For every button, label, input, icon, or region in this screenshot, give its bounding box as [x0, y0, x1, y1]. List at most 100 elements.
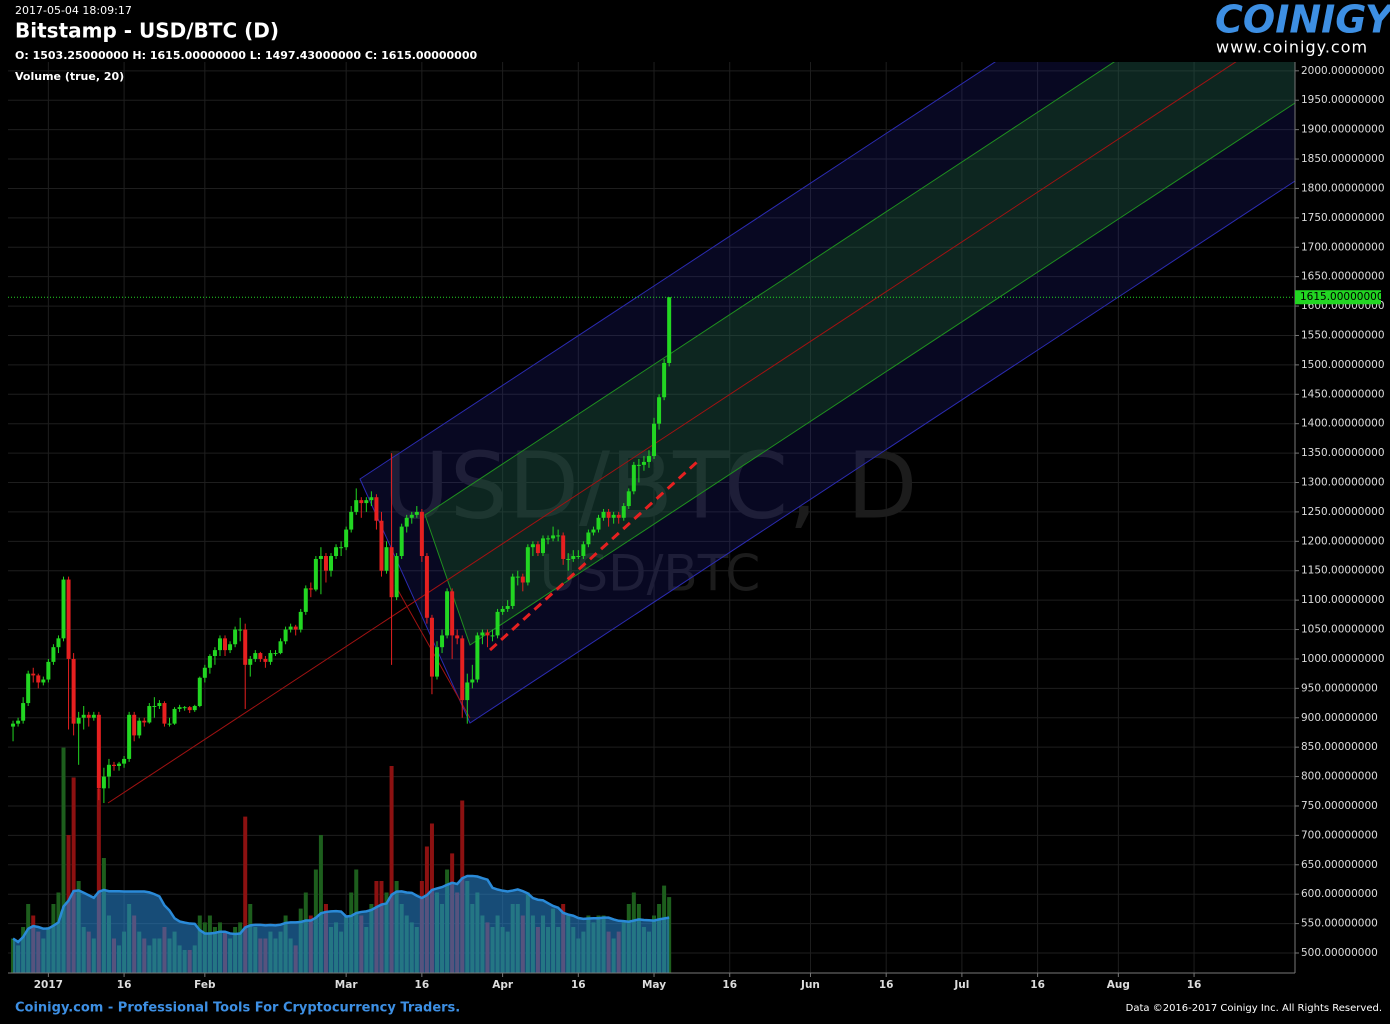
candle-body	[278, 641, 283, 654]
candle-body	[556, 535, 561, 537]
last-price-box	[1295, 290, 1381, 305]
x-tick-label: Aug	[1107, 979, 1130, 991]
candle-body	[475, 635, 480, 680]
candle-body	[626, 491, 631, 507]
candle-body	[591, 529, 596, 533]
candle-body	[374, 497, 379, 521]
volume-ma-area	[13, 875, 670, 973]
volume	[11, 747, 672, 973]
y-tick-label: 650.00000000	[1301, 859, 1378, 871]
logo: COINIGY	[1215, 0, 1390, 42]
candle-body	[172, 708, 177, 724]
candle-body	[369, 497, 374, 501]
candle-body	[308, 588, 313, 590]
candle-body	[339, 547, 344, 549]
title: Bitstamp - USD/BTC (D)	[15, 19, 279, 43]
candle-body	[616, 514, 621, 518]
candle-body	[520, 576, 525, 583]
candle-body	[414, 511, 419, 515]
candle-body	[419, 511, 424, 557]
y-tick-label: 1750.00000000	[1301, 212, 1385, 224]
candle-body	[485, 632, 490, 636]
ohlc: O: 1503.25000000 H: 1615.00000000 L: 149…	[15, 49, 477, 62]
candle-body	[212, 650, 217, 657]
candle-body	[636, 464, 641, 466]
candle-body	[106, 764, 111, 777]
candle-body	[409, 514, 414, 518]
volume-bar	[318, 835, 323, 973]
y-tick-label: 1400.00000000	[1301, 418, 1385, 430]
footer-right: Data ©2016-2017 Coinigy Inc. All Rights …	[1126, 1003, 1382, 1014]
candle-body	[21, 703, 26, 721]
drawings: USD/BTC, D USD/BTC	[107, 62, 1295, 804]
candle-body	[197, 677, 202, 706]
grid	[8, 62, 1295, 973]
y-tick-label: 1000.00000000	[1301, 653, 1385, 665]
x-tick-label: Apr	[492, 979, 514, 991]
candle-body	[127, 714, 132, 759]
candle-body	[157, 703, 162, 706]
candle-body	[359, 500, 364, 504]
candle-body	[490, 635, 495, 637]
y-tick-label: 1650.00000000	[1301, 271, 1385, 283]
candle-body	[621, 506, 626, 518]
candle-body	[540, 538, 545, 554]
y-tick-label: 1950.00000000	[1301, 94, 1385, 106]
candle-body	[101, 776, 106, 789]
candle-body	[525, 547, 530, 583]
candle-body	[111, 764, 116, 766]
y-tick-label: 500.00000000	[1301, 947, 1378, 959]
x-tick-label: 16	[117, 979, 132, 991]
candle-body	[470, 679, 475, 683]
candle-body	[505, 606, 510, 609]
y-tick-label: 1800.00000000	[1301, 182, 1385, 194]
candle-body	[268, 653, 273, 662]
candle-body	[132, 714, 137, 736]
y-tick-label: 1300.00000000	[1301, 477, 1385, 489]
candle-body	[117, 763, 122, 766]
candle-body	[399, 526, 404, 557]
y-tick-label: 1700.00000000	[1301, 241, 1385, 253]
candle-body	[657, 397, 662, 424]
candle-body	[81, 714, 86, 718]
candle-body	[86, 714, 91, 718]
y-tick-label: 1350.00000000	[1301, 447, 1385, 459]
candle-body	[11, 723, 16, 727]
y-tick-label: 850.00000000	[1301, 741, 1378, 753]
candle-body	[228, 644, 233, 651]
x-tick-label: 16	[1187, 979, 1202, 991]
y-tick-label: 550.00000000	[1301, 918, 1378, 930]
candle-body	[303, 588, 308, 612]
candle-body	[56, 638, 61, 648]
candle-body	[344, 529, 349, 548]
x-tick-label: Jun	[800, 979, 820, 991]
candle-body	[571, 556, 576, 559]
x-tick-label: Jul	[953, 979, 969, 991]
footer-left: Coinigy.com - Professional Tools For Cry…	[15, 1001, 460, 1016]
candle-body	[152, 705, 157, 707]
candle-body	[530, 544, 535, 548]
candle-body	[500, 608, 505, 612]
candle-body	[349, 511, 354, 530]
candle-body	[36, 675, 41, 683]
candle-body	[631, 464, 636, 492]
candle-body	[586, 532, 591, 545]
candle-body	[601, 511, 606, 518]
logo-url: www.coinigy.com	[1216, 38, 1368, 57]
x-tick-label: Mar	[335, 979, 359, 991]
candle-body	[91, 714, 96, 718]
y-tick-label: 1250.00000000	[1301, 506, 1385, 518]
candle-body	[288, 626, 293, 630]
candle-body	[546, 538, 551, 540]
candle-body	[551, 535, 556, 539]
candle-body	[566, 558, 571, 560]
candle-body	[192, 705, 197, 711]
x-tick-label: 16	[571, 979, 586, 991]
volume-ma-line	[12, 874, 670, 944]
candle-body	[238, 629, 243, 631]
candle-body	[646, 456, 651, 462]
candle-body	[460, 638, 465, 701]
candle-body	[424, 556, 429, 618]
candle-body	[177, 707, 182, 709]
